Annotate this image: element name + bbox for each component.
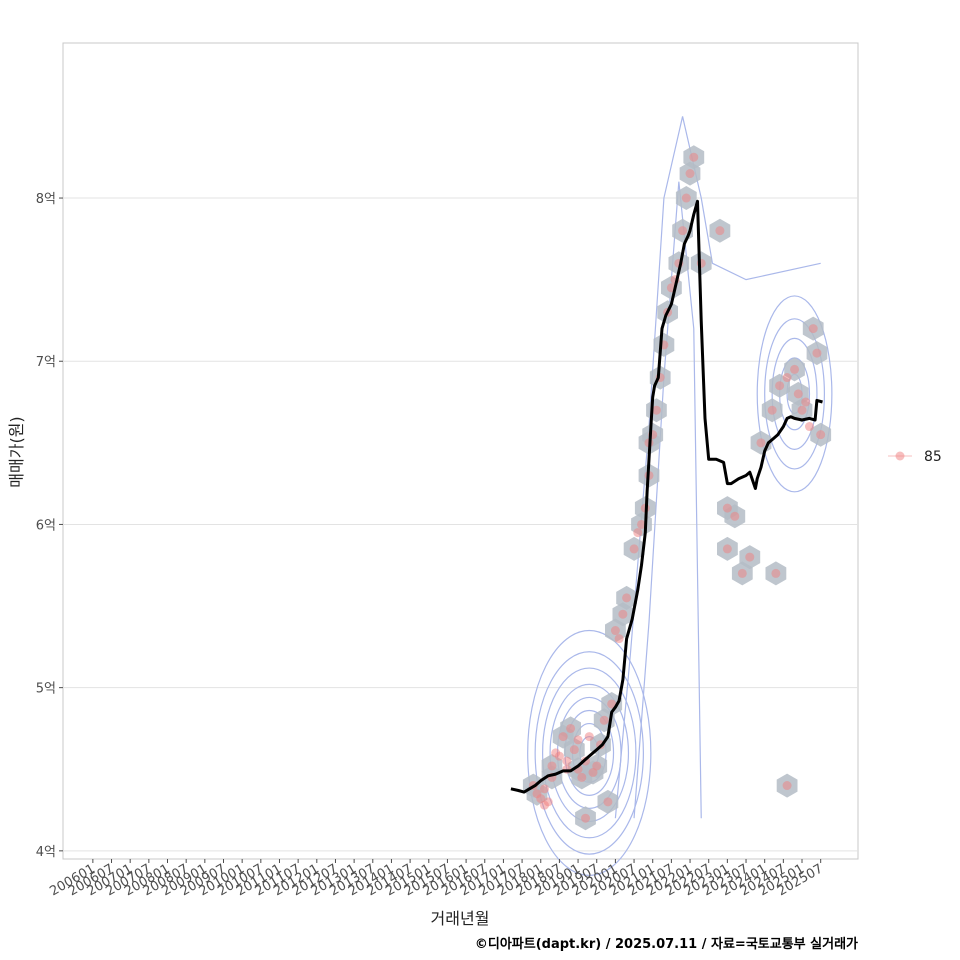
transaction-point [622,593,632,603]
transaction-point [715,226,725,236]
plot-panel [62,42,859,860]
caption: ©디아파트(dapt.kr) / 2025.07.11 / 자료=국토교통부 실… [475,936,858,952]
transaction-point [573,735,583,745]
transaction-point [804,422,814,432]
transaction-point [618,609,628,619]
transaction-point [592,761,602,771]
transaction-point [588,768,598,778]
y-tick-label: 5억 [36,682,56,697]
y-tick-label: 6억 [36,518,56,533]
transaction-point [782,781,792,791]
transaction-point [603,797,613,807]
transaction-point [730,511,740,521]
transaction-point [737,568,747,578]
y-axis-ticks: 4억 5억 6억 7억 8억 [36,192,63,860]
transaction-point [790,364,800,374]
transaction-point [651,405,661,415]
moving-average-line [510,199,823,794]
transaction-point [543,797,553,807]
transaction-point [614,634,624,644]
transaction-point [577,772,587,782]
transaction-point [681,193,691,203]
transaction-point [775,381,785,391]
transaction-point [637,519,647,529]
transaction-point [722,503,732,513]
transaction-point [685,169,695,179]
transaction-point [558,732,568,742]
transaction-point [745,552,755,562]
transaction-point [554,751,564,761]
transaction-point [569,745,579,755]
transaction-point [782,373,792,383]
transaction-point [607,699,617,709]
transaction-point [808,324,818,334]
transaction-point [633,528,643,538]
transaction-point [629,544,639,554]
contour-line [614,116,821,819]
transaction-point [689,152,699,162]
legend-label: 85 [924,449,942,465]
transaction-point [797,405,807,415]
transaction-point [584,732,594,742]
transaction-point [812,348,822,358]
x-axis-title: 거래년월 [431,909,490,928]
transaction-point [801,397,811,407]
gridlines [63,197,858,852]
y-tick-label: 8억 [36,192,56,207]
transaction-point [599,715,609,725]
transaction-point [562,756,572,766]
y-tick-label: 4억 [36,845,56,860]
transaction-point [722,544,732,554]
transaction-point [816,430,826,440]
transaction-point [566,723,576,733]
transaction-point [767,405,777,415]
transaction-point [547,761,557,771]
transaction-point [536,794,546,804]
y-tick-label: 7억 [36,355,56,370]
transaction-point [793,389,803,399]
transaction-point [771,568,781,578]
contour-line [542,667,637,839]
transaction-point [581,813,591,823]
legend: 85 [888,449,942,465]
x-axis-ticks: 2006012006072007012007072008012008072009… [47,859,826,899]
transaction-point [610,626,620,636]
contour-line [756,295,833,493]
contour-line [534,651,644,855]
transaction-point [756,438,766,448]
contour-line [771,337,818,450]
contour-line [764,318,826,470]
legend-key-point [895,451,905,461]
transaction-point [539,784,549,794]
contour-line [527,629,652,876]
transaction-point [678,226,688,236]
y-axis-title: 매매가(원) [7,416,26,487]
